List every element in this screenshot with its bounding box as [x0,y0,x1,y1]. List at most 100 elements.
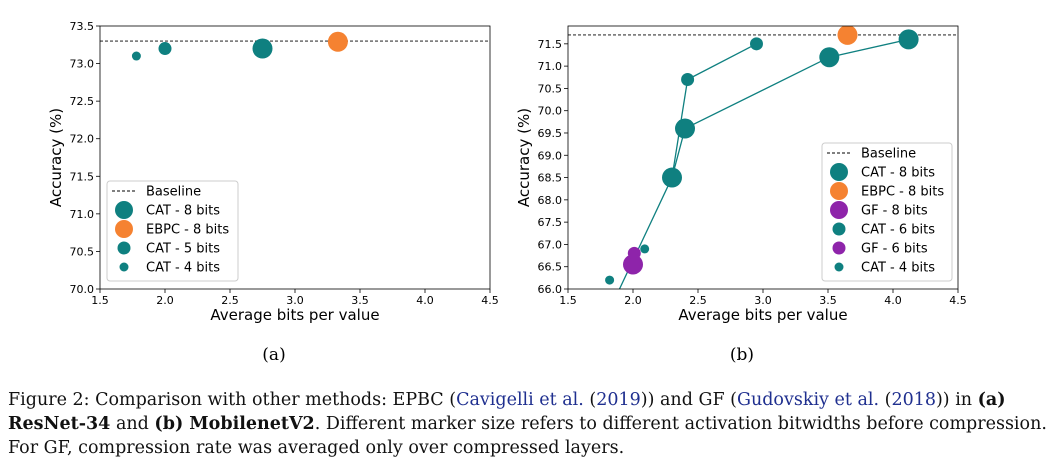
y-tick-label-a: 71.0 [70,208,95,221]
y-axis-label-b: Accuracy (%) [515,108,533,207]
x-tick-label-a: 2.5 [221,294,239,307]
legend-label-b: GF - 6 bits [861,242,928,257]
data-point-b [750,37,763,51]
axes-frame-b [567,25,959,290]
legend-label-a: EBPC - 8 bits [146,223,229,238]
caption-ref2-year[interactable]: 2018 [891,390,936,410]
data-point-b [662,167,682,188]
x-tick-label-b: 4.5 [949,294,967,307]
y-tick-label-a: 70.0 [70,283,95,296]
legend-label-a: Baseline [146,185,201,200]
y-tick-label-a: 72.5 [70,95,95,108]
y-tick-label-a: 73.5 [70,20,95,33]
legend-box-a [106,180,239,282]
x-tick-label-a: 3.0 [286,294,304,307]
data-point-a [158,42,172,56]
x-tick-label-b: 3.0 [754,294,772,307]
data-point-b [640,244,650,254]
data-point-b [681,72,695,86]
y-axis-label-a: Accuracy (%) [47,108,65,207]
y-tick-label-b: 70.5 [538,82,563,95]
series-line-b [687,43,757,81]
legend-a: Baseline CAT - 8 bits EBPC - 8 bits CAT - 5… [106,180,239,282]
data-point-b [898,29,919,50]
x-tick-label-a: 3.5 [351,294,369,307]
y-tick-label-b: 66.0 [538,283,563,296]
caption-ref1-close: )) and GF ( [640,390,737,410]
figure-charts: 1.5 2.0 2.5 3.0 3.5 4.0 4.5 70.0 70.5 71.0 71.5 72.… [47,20,967,365]
data-point-b [623,254,643,275]
y-tick-label-b: 67.5 [538,216,563,229]
caption-prefix: Figure 2: Comparison with other methods:… [8,390,457,410]
data-point-a [327,31,348,52]
caption-ref2-open: ( [879,390,892,410]
chart-a: 1.5 2.0 2.5 3.0 3.5 4.0 4.5 70.0 70.5 71.0 71.5 72.… [47,20,499,365]
y-tick-label-b: 68.5 [538,172,563,185]
y-tick-label-a: 71.5 [70,170,95,183]
x-tick-label-a: 1.5 [91,294,109,307]
y-tick-label-b: 68.0 [538,194,563,207]
legend-marker-b [830,163,848,181]
subfigure-label-b: (b) [730,345,754,365]
data-point-b [675,118,695,139]
data-point-b [837,26,858,45]
legend-label-b: EBPC - 8 bits [861,185,944,200]
y-tick-label-b: 70.0 [538,105,563,118]
figure-caption: Figure 2: Comparison with other methods:… [8,388,1048,460]
connector-line-b [618,177,673,289]
legend-box-b [821,142,953,282]
data-point-a [252,38,273,59]
legend-marker-b [830,182,848,200]
legend-label-a: CAT - 5 bits [146,242,220,257]
x-tick-label-b: 4.0 [884,294,902,307]
data-point-b [819,47,840,68]
caption-ref1-author[interactable]: Cavigelli et al. [456,390,584,410]
x-axis-label-b: Average bits per value [678,306,847,324]
caption-mid: and [110,414,155,434]
y-tick-label-b: 66.5 [538,261,563,274]
legend-marker-a [115,220,133,238]
x-tick-label-b: 3.5 [819,294,837,307]
y-tick-label-b: 69.5 [538,127,563,140]
caption-ref2-close: )) in [935,390,978,410]
caption-ref1-year[interactable]: 2019 [596,390,641,410]
data-point-a [131,51,141,61]
y-tick-label-b: 67.0 [538,238,563,251]
legend-marker-b [834,262,844,272]
legend-marker-b [832,241,846,255]
caption-bold-a: (a) ResNet-34 [8,390,1006,434]
y-tick-label-b: 71.0 [538,60,563,73]
x-tick-label-b: 2.0 [624,294,642,307]
legend-label-b: Baseline [861,147,916,162]
caption-bold-b: (b) MobilenetV2 [154,414,315,434]
x-tick-label-b: 2.5 [689,294,707,307]
legend-b: Baseline CAT - 8 bits EBPC - 8 bits GF - 8 … [821,142,953,282]
legend-label-a: CAT - 4 bits [146,261,220,276]
data-point-b [605,275,615,285]
caption-ref2-author[interactable]: Gudovskiy et al. [736,390,880,410]
axes-frame-a [99,25,491,290]
y-tick-label-b: 71.5 [538,38,563,51]
legend-marker-a [117,241,131,255]
legend-label-b: GF - 8 bits [861,204,928,219]
x-tick-label-b: 1.5 [559,294,577,307]
subfigure-label-a: (a) [262,345,285,365]
plot-area-a [100,31,490,61]
y-tick-label-a: 72.0 [70,133,95,146]
y-tick-label-a: 70.5 [70,245,95,258]
data-point-b [627,246,641,260]
legend-label-b: CAT - 8 bits [861,166,935,181]
legend-label-b: CAT - 6 bits [861,223,935,238]
x-axis-label-a: Average bits per value [210,306,379,324]
legend-marker-a [119,262,129,272]
chart-b: 1.5 2.0 2.5 3.0 3.5 4.0 4.5 66.0 66.5 67.0 67.5 68.… [515,25,967,365]
legend-label-b: CAT - 4 bits [861,261,935,276]
caption-ref1-open: ( [583,390,597,410]
x-tick-label-a: 4.0 [416,294,434,307]
y-tick-label-b: 69.0 [538,149,563,162]
x-tick-label-a: 2.0 [156,294,174,307]
series-line-b [671,38,909,178]
legend-label-a: CAT - 8 bits [146,204,220,219]
plot-area-b [568,26,958,289]
